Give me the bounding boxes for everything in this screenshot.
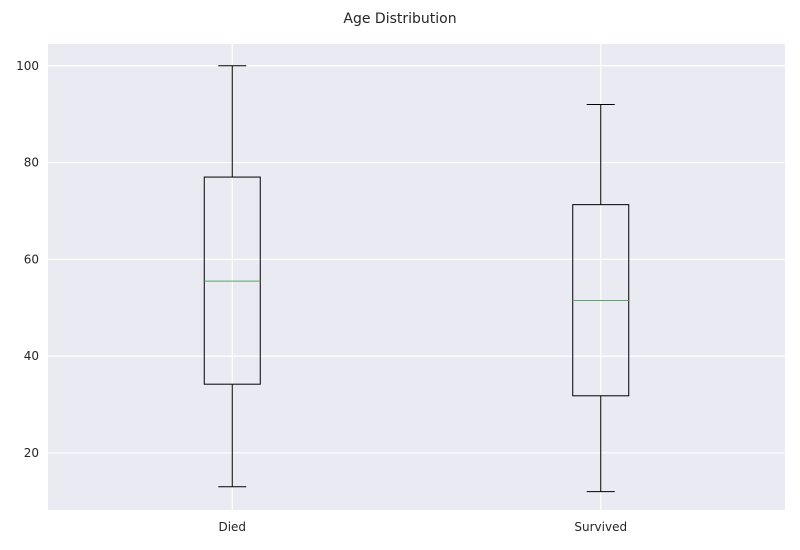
box-died xyxy=(203,65,261,488)
plot-background xyxy=(48,44,785,510)
x-tick-label: Died xyxy=(218,520,246,534)
y-tick-label: 100 xyxy=(16,59,39,73)
y-tick-label: 60 xyxy=(24,252,39,266)
box-survived xyxy=(572,103,630,493)
y-tick-label: 80 xyxy=(24,156,39,170)
chart-title: Age Distribution xyxy=(343,11,456,27)
x-tick-label: Survived xyxy=(574,520,627,534)
y-tick-label: 40 xyxy=(24,349,39,363)
box-layer xyxy=(203,65,630,493)
x-tick-labels: Died Survived xyxy=(218,520,627,534)
y-tick-labels: 20 40 60 80 100 xyxy=(16,59,39,460)
y-tick-label: 20 xyxy=(24,446,39,460)
